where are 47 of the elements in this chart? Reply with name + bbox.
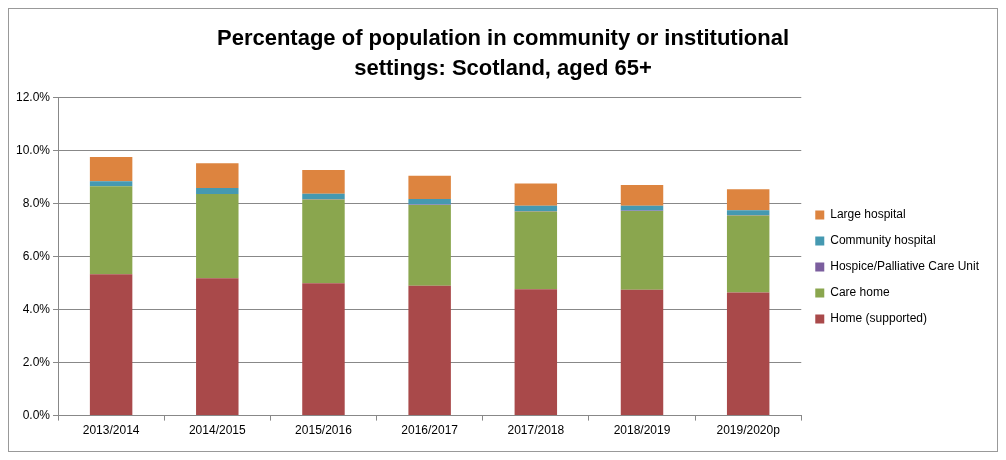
x-tick-label: 2016/2017	[401, 423, 459, 438]
y-tick-label: 6.0%	[22, 248, 51, 263]
y-tick-label: 10.0%	[15, 142, 51, 157]
x-tick-label: 2018/2019	[613, 423, 671, 438]
bar	[726, 215, 770, 293]
bar	[302, 283, 345, 416]
legend-label: Hospice/Palliative Care Unit	[830, 259, 980, 274]
bar	[514, 289, 558, 416]
bar	[89, 181, 133, 187]
bar	[196, 278, 239, 416]
bar	[196, 187, 239, 195]
bar	[89, 274, 133, 416]
bar	[196, 163, 239, 188]
legend-label: Large hospital	[830, 207, 906, 222]
bar	[89, 156, 133, 182]
bar	[514, 183, 558, 206]
bar	[620, 211, 664, 290]
bar	[408, 285, 451, 416]
y-tick-label: 2.0%	[22, 354, 51, 369]
bar	[196, 194, 239, 279]
bar	[408, 199, 451, 205]
y-tick-label: 12.0%	[15, 89, 51, 104]
x-tick-label: 2015/2016	[295, 423, 353, 438]
legend-label: Home (supported)	[830, 311, 927, 326]
chart-title: Percentage of population in community or institutional settings: Scotland, aged 65+	[216, 24, 790, 82]
bar	[514, 205, 558, 212]
bar	[302, 199, 345, 284]
bar	[302, 193, 345, 200]
legend-label: Care home	[830, 285, 890, 300]
bar	[620, 185, 664, 206]
y-tick-label: 4.0%	[22, 301, 51, 316]
bar	[726, 292, 770, 416]
y-tick-label: 0.0%	[22, 407, 51, 422]
bar	[726, 210, 770, 216]
bar	[514, 211, 558, 290]
bar	[726, 189, 770, 211]
x-tick-label: 2013/2014	[82, 423, 140, 438]
bar	[408, 175, 451, 200]
legend-label: Community hospital	[830, 233, 936, 248]
bar	[408, 204, 451, 286]
x-tick-label: 2017/2018	[507, 423, 565, 438]
x-tick-label: 2014/2015	[188, 423, 246, 438]
bar	[302, 169, 345, 194]
x-tick-label: 2019/2020p	[716, 423, 781, 438]
bar	[620, 289, 664, 416]
y-tick-label: 8.0%	[22, 195, 51, 210]
bar	[89, 186, 133, 275]
